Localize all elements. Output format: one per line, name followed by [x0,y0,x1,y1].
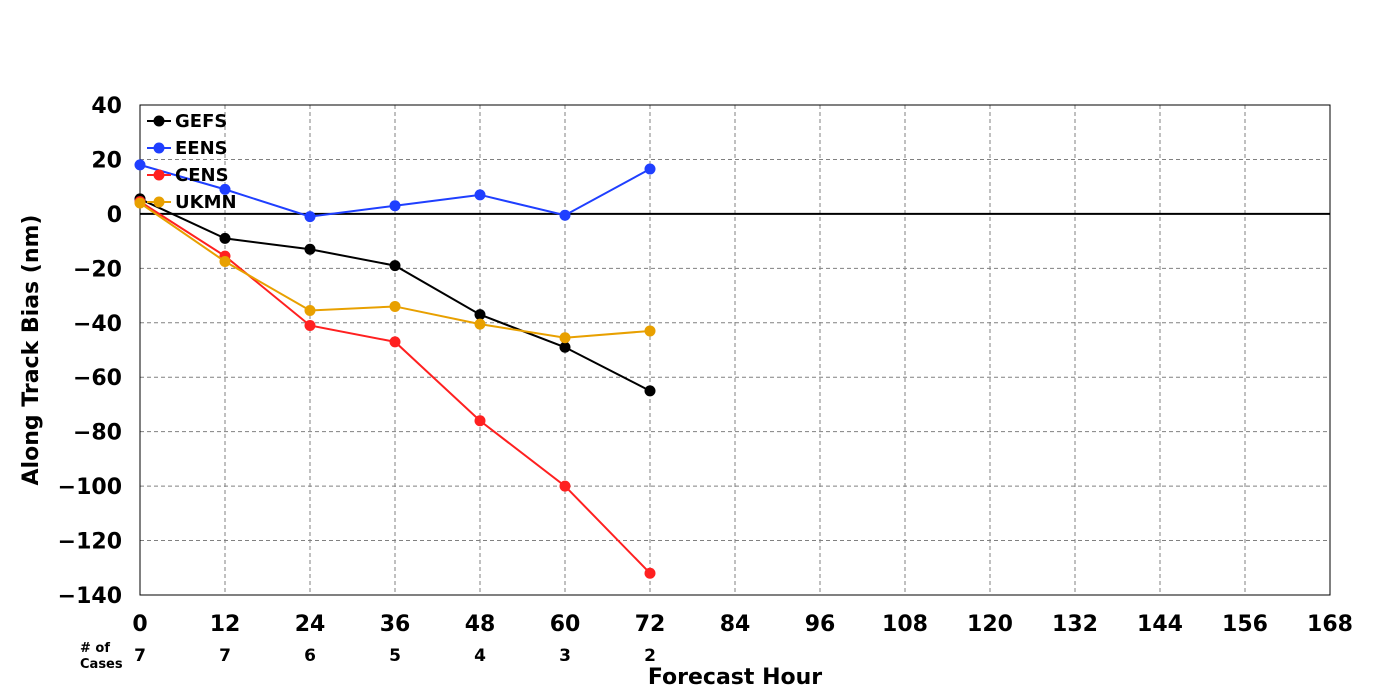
data-point [644,567,656,579]
data-point [644,385,656,397]
data-point [389,336,401,348]
y-tick-label: −60 [73,366,122,391]
data-point [389,300,401,312]
legend-item: GEFS [147,111,227,132]
cases-value: 7 [134,646,146,666]
y-tick-labels: 40 20 0 −20 −40 −60 −80 −100 −120 −140 [58,94,122,609]
series-ukmn [134,197,656,344]
data-point [219,183,231,195]
y-tick-label: 40 [91,94,122,119]
data-point [304,211,316,223]
legend-label: UKMN [175,192,237,213]
y-tick-label: −120 [58,530,122,555]
cases-value: 4 [474,646,486,666]
y-tick-label: 20 [91,148,122,173]
data-point [304,320,316,331]
data-point [474,189,486,201]
x-tick-label: 36 [380,612,411,637]
data-point [389,200,401,212]
y-tick-label: −40 [73,312,122,337]
data-point [559,332,571,344]
x-tick-label: 84 [720,612,751,637]
data-point [474,415,486,427]
x-tick-label: 48 [465,612,496,637]
y-tick-label: −140 [58,584,122,609]
legend-item: UKMN [147,192,237,213]
x-axis-title: Forecast Hour [648,665,822,690]
data-point [219,256,231,268]
x-tick-label: 60 [550,612,581,637]
cases-label-line1: # of [80,641,110,656]
data-point [304,305,316,317]
cases-value: 5 [389,646,401,666]
legend: GEFS EENS CENS UKMN [147,111,237,213]
x-tick-labels: 0 12 24 36 48 60 72 84 96 108 120 132 144 156 168 [132,612,1353,637]
legend-swatch-marker [153,169,165,181]
x-tick-label: 12 [210,612,241,637]
series-eens [134,159,656,223]
legend-swatch-marker [153,115,165,127]
y-axis-title: Along Track Bias (nm) [19,215,44,486]
data-point [644,163,656,175]
cases-value: 7 [219,646,231,666]
data-point [219,232,231,244]
x-tick-label: 108 [882,612,928,637]
legend-item: EENS [147,138,228,159]
legend-swatch-marker [153,142,165,154]
cases-value: 2 [644,646,656,666]
series [134,159,656,579]
x-tick-label: 120 [967,612,1013,637]
y-tick-label: −100 [58,475,122,500]
x-tick-label: 156 [1222,612,1268,637]
legend-swatch-marker [153,196,165,208]
x-tick-label: 132 [1052,612,1098,637]
x-tick-label: 144 [1137,612,1183,637]
x-tick-label: 168 [1307,612,1353,637]
data-point [474,309,486,321]
cases-value: 3 [559,646,571,666]
x-tick-label: 72 [635,612,666,637]
legend-label: GEFS [175,111,227,132]
data-point [304,243,316,255]
data-point [559,209,571,221]
y-tick-label: −80 [73,421,122,446]
cases-row: # of Cases 7 7 6 5 4 3 2 [80,641,656,672]
cases-value: 6 [304,646,316,666]
data-point [389,260,401,272]
y-tick-label: −20 [73,257,122,282]
x-tick-label: 0 [132,612,147,637]
x-tick-label: 24 [295,612,326,637]
data-point [474,318,486,330]
plot-frame [139,104,1331,596]
legend-label: CENS [175,165,229,186]
legend-label: EENS [175,138,228,159]
y-tick-label: 0 [107,203,122,228]
cases-label-line2: Cases [80,657,123,672]
x-tick-label: 96 [805,612,836,637]
data-point [134,159,146,171]
data-point [559,480,571,492]
data-point [134,197,146,209]
data-point [559,341,571,353]
grid [140,105,1330,595]
legend-item: CENS [147,165,229,186]
data-point [644,325,656,337]
